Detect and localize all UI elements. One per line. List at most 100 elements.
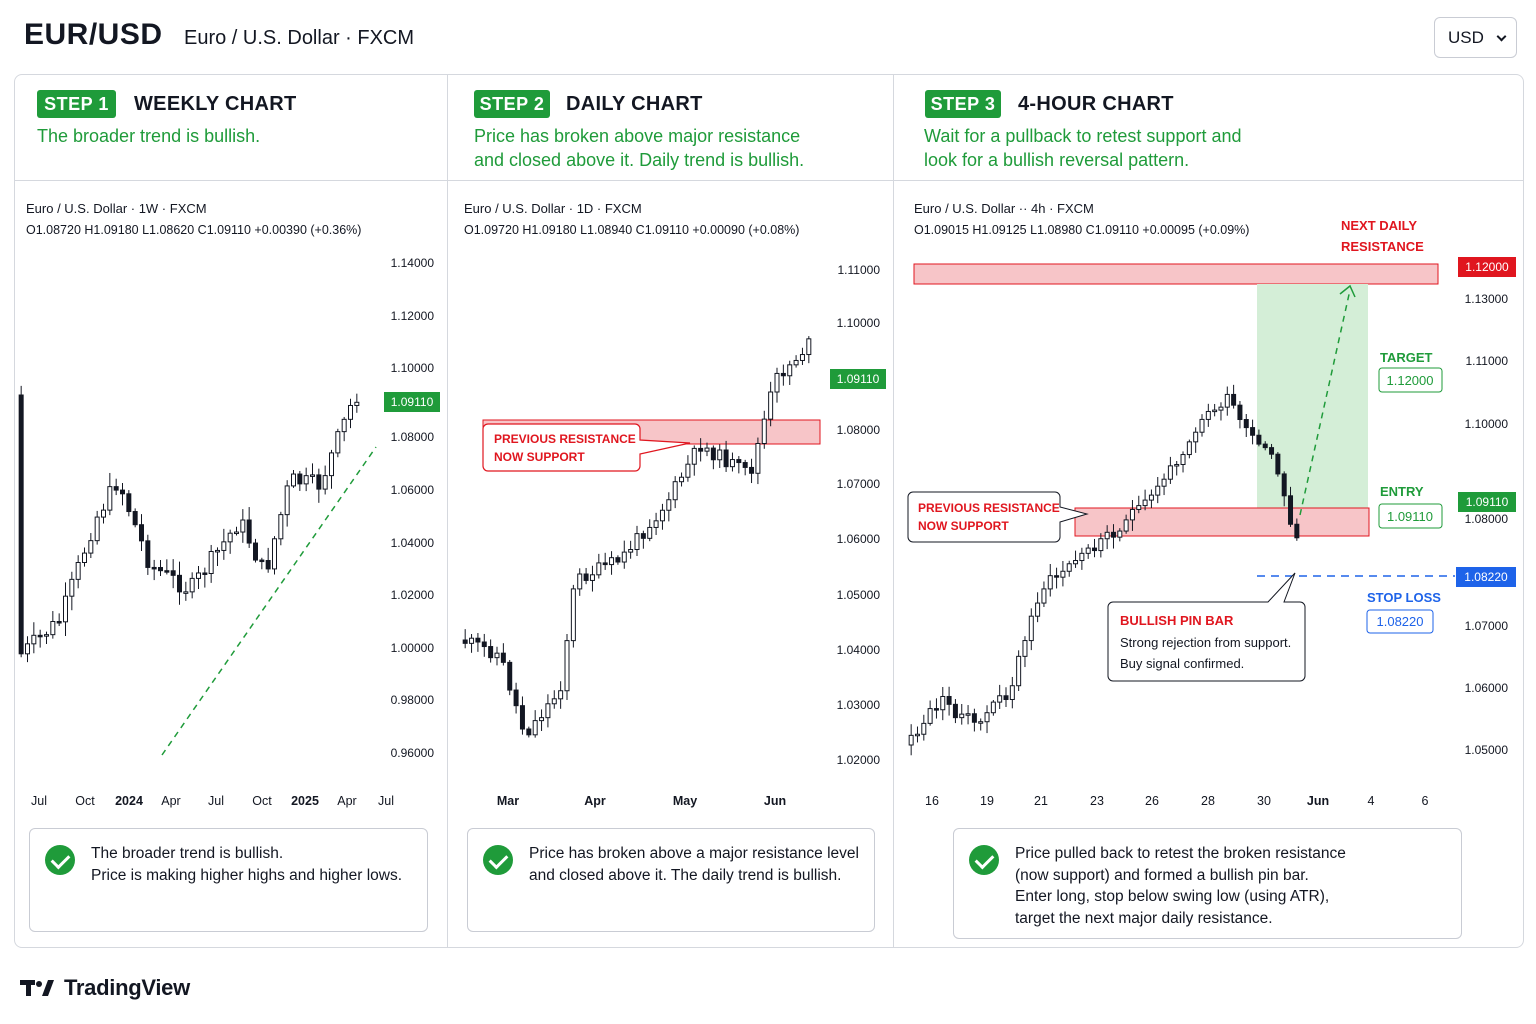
candle-body <box>589 574 595 581</box>
candle-body <box>202 572 208 575</box>
candle-body <box>25 643 30 655</box>
stop-loss-label: STOP LOSS <box>1367 590 1441 605</box>
candle-body <box>469 637 475 644</box>
candle-body <box>1281 473 1287 497</box>
divider <box>893 74 894 948</box>
candle-body <box>284 485 290 516</box>
x-tick-label: 2025 <box>291 794 319 808</box>
projection-line <box>1299 289 1351 516</box>
chart-1-ohlc: O1.08720 H1.09180 L1.08620 C1.09110 +0.0… <box>26 223 362 237</box>
divider <box>447 74 448 948</box>
candle-body <box>596 562 602 576</box>
candle-body <box>1180 454 1186 465</box>
note-line: Price has broken above a major resistanc… <box>529 845 859 862</box>
candle-body <box>246 519 252 544</box>
brand[interactable]: TradingView <box>20 975 190 1001</box>
candle-body <box>685 463 691 478</box>
candle-body <box>755 442 761 474</box>
candle-body <box>640 533 646 539</box>
step-1-subtitle: The broader trend is bullish. <box>37 124 260 148</box>
chart-1-price-label: 1.09110 <box>391 395 434 409</box>
candle-body <box>532 720 538 736</box>
chart-2-price-label: 1.09110 <box>837 372 880 386</box>
candle-body <box>749 466 755 474</box>
candle-body <box>736 459 742 464</box>
note-text: The broader trend is bullish. Price is m… <box>91 843 402 886</box>
step-3-note: Price pulled back to retest the broken r… <box>953 828 1462 939</box>
x-tick-label: 19 <box>980 794 994 808</box>
candle-body <box>1148 494 1154 501</box>
candle-body <box>316 474 322 490</box>
candle-body <box>481 641 487 648</box>
symbol-title[interactable]: EUR/USD <box>24 18 163 51</box>
candle-body <box>672 481 678 501</box>
y-tick-label: 1.13000 <box>1465 292 1509 306</box>
candle-body <box>799 354 805 361</box>
x-tick-label: Mar <box>497 794 519 808</box>
step-2-badge: STEP 2 <box>474 90 550 118</box>
x-tick-label: 16 <box>925 794 939 808</box>
candle-body <box>704 447 710 452</box>
candle-body <box>354 401 360 406</box>
candle-body <box>1199 418 1205 433</box>
candle-body <box>609 557 615 566</box>
chart-2-callout <box>482 423 691 472</box>
candle-body <box>1123 519 1129 532</box>
candle-body <box>971 713 977 723</box>
candle-body <box>310 474 315 477</box>
currency-select[interactable]: USD <box>1434 17 1517 58</box>
y-tick-label: 1.04000 <box>391 536 435 550</box>
candle-body <box>1098 538 1104 552</box>
entry-value: 1.09110 <box>1387 509 1433 524</box>
symbol-description: Euro / U.S. Dollar · FXCM <box>184 27 415 49</box>
x-tick-label: Jul <box>378 794 394 808</box>
candle-body <box>126 493 132 513</box>
candle-body <box>88 540 94 554</box>
note-line: and closed above it. The daily trend is … <box>529 866 842 884</box>
candle-body <box>1129 508 1135 521</box>
stop-loss-value: 1.08220 <box>1377 614 1424 629</box>
candle-body <box>227 532 233 543</box>
candle-body <box>341 418 347 433</box>
chart-3-ohlc: O1.09015 H1.09125 L1.08980 C1.09110 +0.0… <box>914 223 1250 237</box>
y-tick-label: 1.08000 <box>391 430 435 444</box>
resistance-price-label: 1.12000 <box>1465 260 1509 274</box>
y-tick-label: 1.10000 <box>391 361 435 375</box>
candle-body <box>952 703 958 719</box>
chart-3-y-axis: 1.13000 1.11000 1.10000 1.08000 1.07000 1.060… <box>1465 292 1509 757</box>
candle-body <box>519 705 525 730</box>
check-circle-icon <box>45 845 75 875</box>
candle-body <box>577 573 583 590</box>
candle-body <box>921 722 927 735</box>
candle-body <box>278 514 284 540</box>
y-tick-label: 1.14000 <box>391 256 435 270</box>
candle-body <box>1231 393 1237 406</box>
candle-body <box>1117 530 1123 538</box>
chart-3-resistance-zone <box>913 263 1439 285</box>
candle-body <box>1205 410 1211 420</box>
y-tick-label: 0.98000 <box>391 693 435 707</box>
candle-body <box>322 475 328 490</box>
candle-body <box>507 661 513 691</box>
step-2-note: Price has broken above a major resistanc… <box>467 828 875 932</box>
candle-body <box>621 551 627 563</box>
candle-body <box>1237 404 1243 421</box>
y-tick-label: 1.11000 <box>1466 354 1509 368</box>
candle-body <box>997 695 1003 703</box>
candle-body <box>914 733 920 737</box>
y-tick-label: 0.96000 <box>391 746 435 760</box>
x-tick-label: 26 <box>1145 794 1159 808</box>
note-line: target the next major daily resistance. <box>1015 909 1273 927</box>
candle-body <box>82 552 87 563</box>
chart-2-price-tag <box>830 369 886 389</box>
resistance-label-line: RESISTANCE <box>1341 239 1424 254</box>
candle-body <box>927 708 933 724</box>
candle-body <box>1186 441 1192 456</box>
currency-value: USD <box>1448 27 1484 47</box>
candle-body <box>933 708 939 711</box>
note-text: Price pulled back to retest the broken r… <box>1015 843 1346 929</box>
candle-body <box>551 698 557 705</box>
candle-body <box>761 418 767 444</box>
subtitle-line: and closed above it. Daily trend is bull… <box>474 150 805 170</box>
